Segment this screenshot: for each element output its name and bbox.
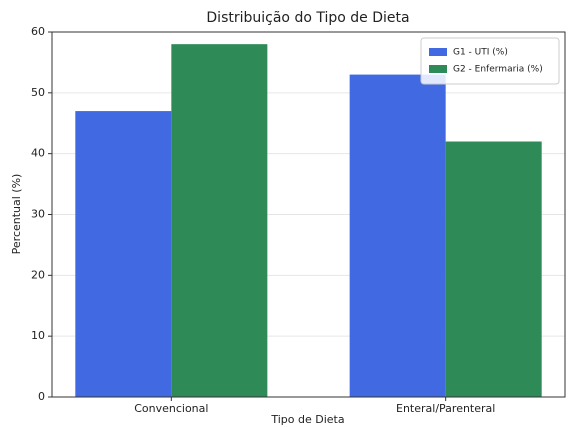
legend-box (420, 37, 560, 85)
bar (349, 74, 446, 397)
legend-swatch (429, 48, 447, 56)
bar (171, 44, 268, 398)
y-tick-label: 40 (31, 147, 45, 160)
x-tick-label: Convencional (134, 402, 208, 415)
bar (75, 111, 172, 397)
legend-label: G2 - Enfermaria (%) (453, 65, 543, 75)
y-tick-label: 60 (31, 25, 45, 38)
legend-swatch (429, 65, 447, 73)
bar (445, 141, 542, 397)
x-axis-label: Tipo de Dieta (270, 413, 344, 426)
chart-title: Distribuição do Tipo de Dieta (206, 10, 409, 26)
y-tick-label: 0 (38, 390, 45, 403)
y-tick-label: 30 (31, 208, 45, 221)
legend-label: G1 - UTI (%) (453, 48, 508, 58)
y-tick-label: 10 (31, 329, 45, 342)
y-tick-label: 20 (31, 268, 45, 281)
y-axis-label: Percentual (%) (10, 174, 23, 255)
y-tick-label: 50 (31, 86, 45, 99)
legend: G1 - UTI (%) G2 - Enfermaria (%) (420, 37, 560, 85)
x-tick-label: Enteral/Parenteral (396, 402, 495, 415)
plot-frame (51, 31, 566, 398)
